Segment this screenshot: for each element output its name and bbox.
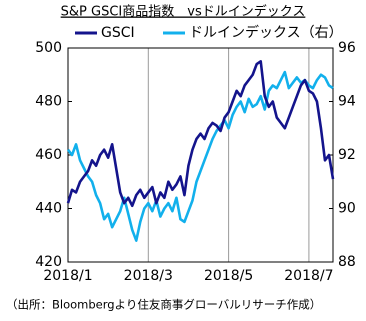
y-tick-label: 480 (35, 94, 62, 110)
x-tick-label: 2018/7 (284, 268, 333, 284)
y2-tick-label: 90 (338, 201, 356, 217)
chart-title: S&P GSCI商品指数 vsドルインデックス (61, 4, 306, 20)
x-tick-label: 2018/3 (124, 268, 173, 284)
series-line (66, 70, 334, 242)
y2-tick-label: 94 (338, 94, 356, 110)
y2-tick-label: 88 (338, 254, 356, 270)
legend-label: GSCI (101, 25, 135, 41)
x-tick-label: 2018/1 (43, 268, 92, 284)
y-tick-label: 460 (35, 147, 62, 163)
x-tick-label: 2018/5 (204, 268, 253, 284)
series-line (66, 60, 335, 208)
y-tick-label: 440 (35, 201, 62, 217)
y2-tick-label: 92 (338, 147, 356, 163)
legend-label: ドルインデックス（右） (189, 24, 343, 41)
y-tick-label: 420 (35, 254, 62, 270)
y-tick-label: 500 (35, 40, 62, 56)
source-note: （出所：Bloombergより住友商事グローバルリサーチ作成） (6, 298, 321, 312)
y2-tick-label: 96 (338, 40, 356, 56)
